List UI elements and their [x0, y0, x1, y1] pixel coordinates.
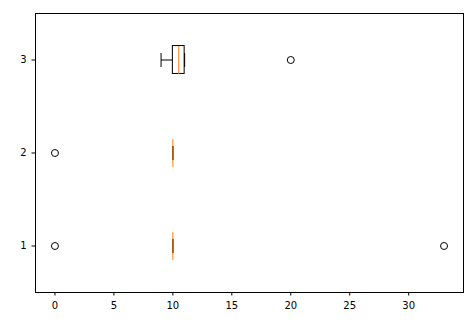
svg-text:3: 3	[20, 54, 26, 65]
svg-text:30: 30	[402, 300, 415, 311]
svg-text:15: 15	[225, 300, 238, 311]
svg-text:20: 20	[284, 300, 297, 311]
svg-text:0: 0	[52, 300, 58, 311]
svg-text:2: 2	[20, 147, 26, 158]
svg-text:10: 10	[166, 300, 179, 311]
svg-text:5: 5	[111, 300, 117, 311]
svg-text:25: 25	[343, 300, 356, 311]
svg-text:1: 1	[20, 240, 26, 251]
